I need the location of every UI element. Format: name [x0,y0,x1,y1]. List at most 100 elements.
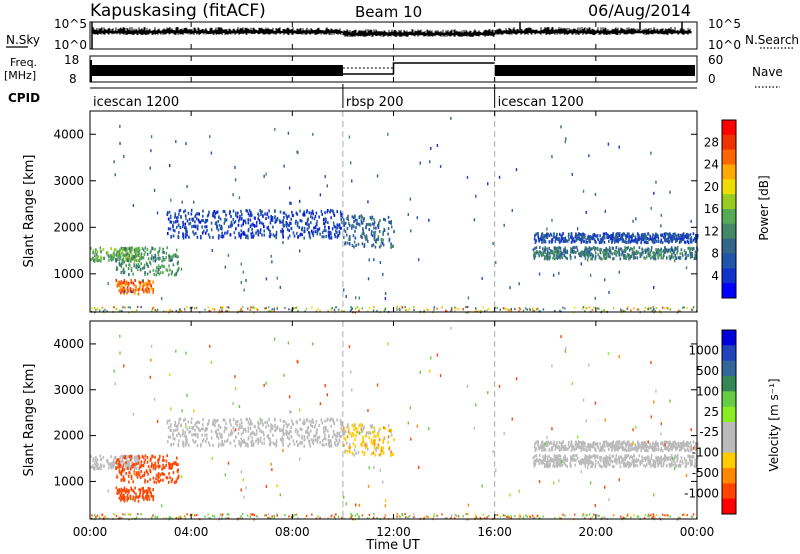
power-cell [194,225,197,229]
power-cell [613,238,616,242]
power-cell [138,280,141,284]
velocity-cell [662,464,664,468]
power-cell [282,224,285,228]
velocity-cell [541,443,544,447]
power-cell [116,254,118,258]
velocity-cell [338,432,340,436]
power-cell [116,284,119,288]
power-cell [98,309,101,312]
power-cell [265,172,267,176]
power-cell [274,216,276,220]
power-cell [695,250,697,254]
power-cell [196,217,198,221]
power-cell [138,248,141,252]
velocity-cell [330,424,332,428]
power-cell [324,225,326,229]
power-cell [296,212,299,216]
power-cell [618,270,620,274]
power-cell [623,232,625,236]
power-cell [185,232,187,236]
power-cell [341,309,343,312]
velocity-cell [90,465,92,469]
velocity-cell [255,439,257,443]
velocity-cell [632,447,635,451]
power-cell [232,193,234,197]
power-cell [690,240,693,244]
velocity-cell [559,454,562,458]
power-cell [154,253,156,257]
power-cell [380,240,383,244]
power-cell [119,282,121,286]
power-cell [345,233,348,237]
velocity-cell [543,447,546,451]
power-cell [695,234,697,238]
power-cell [653,234,656,238]
velocity-cell [170,429,173,433]
velocity-cell [250,422,252,426]
power-cell [686,307,688,310]
power-cell [248,208,251,212]
power-cell [628,236,630,240]
power-cell [248,214,251,218]
power-cell [566,249,568,253]
power-cell [136,250,139,254]
velocity-cell [390,428,393,432]
velocity-cell [170,466,172,470]
power-cell [604,252,606,256]
velocity-cell [686,447,689,451]
velocity-cell [657,444,660,448]
power-cell [377,224,379,228]
velocity-cell [613,444,616,448]
power-cell [186,184,188,188]
velocity-cell [275,439,278,443]
power-cell [546,250,549,254]
power-cell [301,228,303,232]
power-cell [690,219,692,223]
power-cell [120,288,123,292]
velocity-cell [628,456,631,460]
velocity-cell [636,448,639,452]
velocity-cell [546,459,549,463]
power-cell [539,237,542,241]
velocity-cell [601,446,604,450]
power-cell [374,230,377,234]
power-cell [267,215,270,219]
power-cell [325,220,327,224]
velocity-cell [365,434,367,438]
power-cell [624,233,627,237]
power-cell [565,137,567,141]
power-cell [358,308,360,311]
velocity-cell [114,455,117,459]
power-cell [343,228,346,232]
power-cell [465,311,467,314]
power-cell [251,227,253,231]
velocity-cell [157,464,159,468]
velocity-cell [589,456,592,460]
power-cell [247,236,249,240]
velocity-cell [215,419,218,423]
velocity-cell [624,442,627,446]
power-cell [150,257,153,261]
power-cell [624,246,626,250]
power-cell [288,234,291,238]
velocity-cell [612,443,614,447]
velocity-cell [592,441,594,445]
power-cell [691,247,693,251]
velocity-cell [637,443,640,447]
power-cell [247,227,250,231]
power-cell [263,225,265,229]
power-cell [155,273,158,277]
power-cell [662,249,665,253]
velocity-cell [308,431,310,435]
velocity-cell [387,424,390,428]
velocity-cell [217,436,220,440]
power-cell [267,309,269,312]
power-cell [185,228,187,232]
velocity-cell [645,449,648,453]
velocity-cell [371,424,374,428]
velocity-cell [580,448,583,452]
velocity-cell [290,426,293,430]
power-cell [655,248,657,252]
power-cell [673,259,676,263]
velocity-cell [200,427,203,431]
